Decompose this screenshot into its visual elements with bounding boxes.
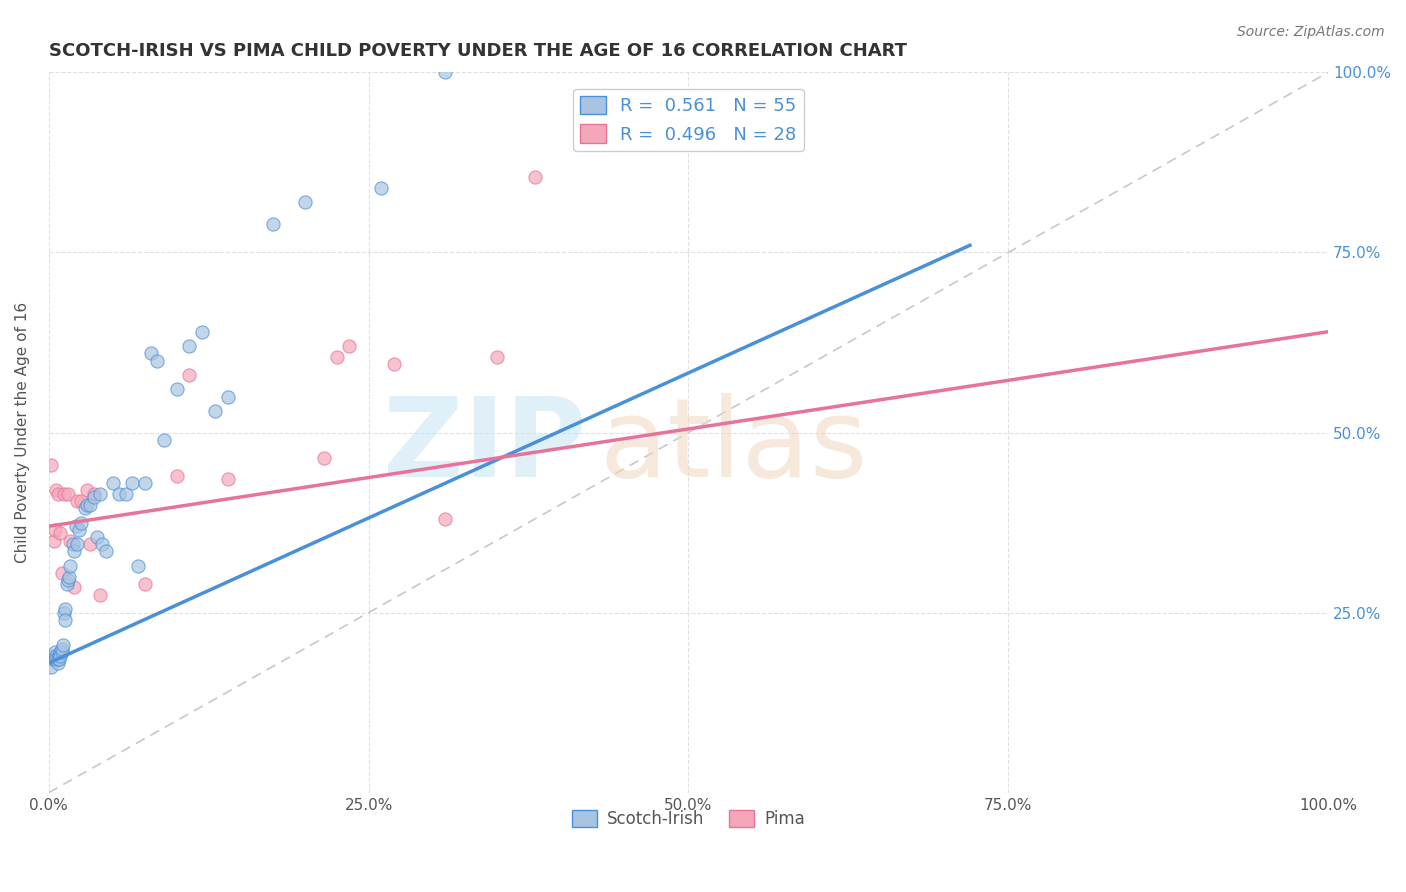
Text: atlas: atlas [599,393,868,500]
Point [166,382,188,396]
Point [62,537,84,551]
Legend: Scotch-Irish, Pima: Scotch-Irish, Pima [565,803,811,835]
Point [134,475,156,490]
Point [46,487,69,501]
Point [55,576,77,591]
Point [59,558,82,573]
Point [108,487,131,501]
Point [370,180,392,194]
Point [146,353,169,368]
Text: Source: ZipAtlas.com: Source: ZipAtlas.com [1237,25,1385,39]
Point [49,648,72,663]
Point [434,512,457,526]
Point [96,544,118,558]
Point [179,339,201,353]
Point [46,652,69,666]
Point [89,588,111,602]
Point [73,501,96,516]
Point [325,350,347,364]
Point [49,526,72,541]
Point [69,494,91,508]
Point [69,523,91,537]
Point [86,530,108,544]
Text: SCOTCH-IRISH VS PIMA CHILD POVERTY UNDER THE AGE OF 16 CORRELATION CHART: SCOTCH-IRISH VS PIMA CHILD POVERTY UNDER… [49,42,907,60]
Point [51,641,73,656]
Point [44,652,66,666]
Point [63,544,86,558]
Point [56,487,79,501]
Point [44,645,66,659]
Point [53,487,76,501]
Point [51,645,73,659]
Point [191,325,214,339]
Point [46,656,69,670]
Point [55,602,77,616]
Point [79,537,101,551]
Point [114,487,136,501]
Point [101,475,124,490]
Point [41,652,63,666]
Point [76,498,98,512]
Point [382,357,405,371]
Point [523,169,546,184]
Point [48,648,70,663]
Point [127,558,149,573]
Point [58,569,80,583]
Point [45,483,67,498]
Point [65,519,87,533]
Point [53,606,76,620]
Point [39,458,62,472]
Point [485,350,508,364]
Point [83,487,105,501]
Point [262,217,284,231]
Point [179,368,201,382]
Point [48,652,70,666]
Point [434,65,457,79]
Point [66,537,89,551]
Point [76,483,98,498]
Point [204,404,226,418]
Point [312,450,335,465]
Point [91,537,114,551]
Point [52,638,75,652]
Point [217,472,239,486]
Point [63,581,86,595]
Point [121,475,143,490]
Point [294,195,316,210]
Point [134,576,156,591]
Point [42,648,65,663]
Point [139,346,162,360]
Point [49,645,72,659]
Point [55,613,77,627]
Point [59,533,82,548]
Point [45,648,67,663]
Point [69,516,91,530]
Point [89,487,111,501]
Text: ZIP: ZIP [382,393,586,500]
Y-axis label: Child Poverty Under the Age of 16: Child Poverty Under the Age of 16 [15,302,30,563]
Point [44,523,66,537]
Point [56,573,79,587]
Point [153,433,176,447]
Point [217,390,239,404]
Point [42,533,65,548]
Point [39,659,62,673]
Point [79,498,101,512]
Point [339,339,361,353]
Point [66,494,89,508]
Point [51,566,73,580]
Point [166,468,188,483]
Point [45,652,67,666]
Point [83,491,105,505]
